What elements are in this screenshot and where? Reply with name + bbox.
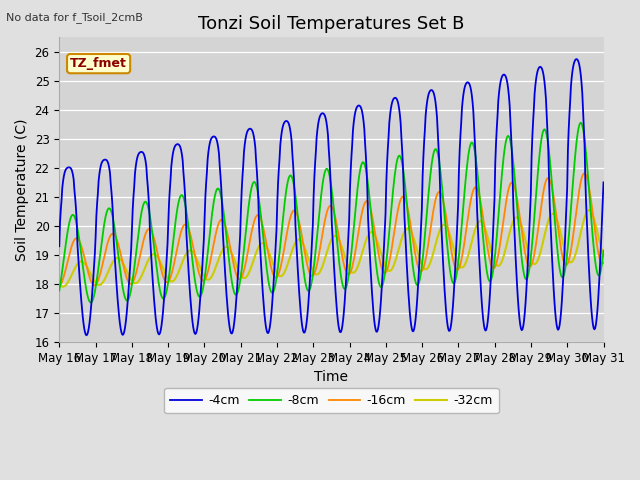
Line: -4cm: -4cm: [60, 59, 604, 336]
-32cm: [56, 282, 63, 288]
-16cm: [122, 270, 129, 276]
-8cm: [122, 297, 130, 302]
Line: -16cm: -16cm: [60, 173, 604, 287]
-8cm: [177, 192, 185, 198]
-4cm: [65, 165, 73, 170]
Line: -32cm: -32cm: [60, 210, 604, 287]
-32cm: [206, 276, 214, 282]
-8cm: [577, 120, 584, 126]
X-axis label: Time: Time: [314, 370, 348, 384]
Legend: -4cm, -8cm, -16cm, -32cm: -4cm, -8cm, -16cm, -32cm: [164, 388, 499, 413]
-4cm: [56, 243, 63, 249]
-32cm: [60, 284, 67, 289]
-4cm: [398, 147, 406, 153]
-32cm: [66, 276, 74, 282]
-8cm: [87, 300, 95, 305]
-4cm: [177, 147, 185, 153]
-16cm: [56, 284, 63, 289]
-8cm: [65, 221, 73, 227]
-32cm: [600, 253, 607, 259]
-16cm: [205, 264, 213, 269]
-8cm: [398, 160, 406, 166]
Line: -8cm: -8cm: [60, 123, 604, 302]
Title: Tonzi Soil Temperatures Set B: Tonzi Soil Temperatures Set B: [198, 15, 465, 33]
-4cm: [122, 318, 130, 324]
-16cm: [177, 231, 184, 237]
-8cm: [414, 282, 422, 288]
-32cm: [414, 251, 422, 256]
-32cm: [122, 266, 130, 272]
-4cm: [206, 140, 214, 145]
Y-axis label: Soil Temperature (C): Soil Temperature (C): [15, 119, 29, 261]
-32cm: [398, 235, 406, 240]
-16cm: [65, 252, 73, 258]
Text: TZ_fmet: TZ_fmet: [70, 57, 127, 70]
-4cm: [600, 180, 607, 185]
-32cm: [585, 207, 593, 213]
-4cm: [83, 333, 90, 338]
-8cm: [206, 230, 214, 236]
-4cm: [414, 283, 422, 289]
-16cm: [397, 195, 405, 201]
-32cm: [177, 263, 185, 268]
-16cm: [600, 260, 607, 266]
-16cm: [580, 170, 588, 176]
-16cm: [413, 261, 421, 267]
Text: No data for f_Tsoil_2cmB: No data for f_Tsoil_2cmB: [6, 12, 143, 23]
-4cm: [572, 56, 580, 62]
-8cm: [600, 248, 607, 253]
-8cm: [56, 288, 63, 293]
